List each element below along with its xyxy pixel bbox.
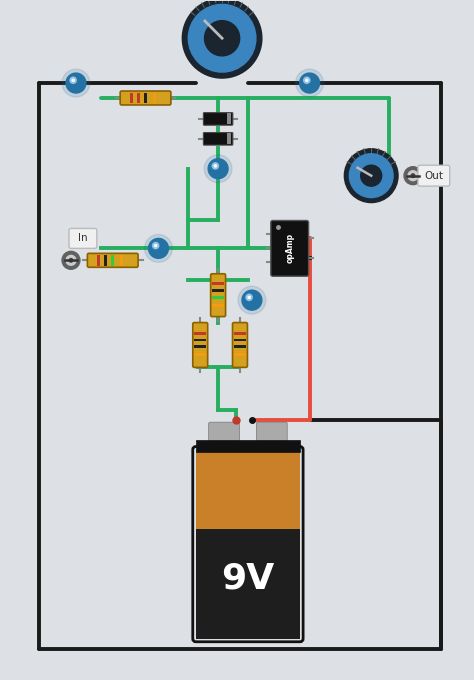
Text: opAmp: opAmp [285, 233, 294, 263]
Circle shape [62, 252, 80, 269]
Circle shape [155, 244, 157, 247]
Bar [194, 332, 206, 335]
Circle shape [306, 79, 308, 82]
Circle shape [148, 239, 168, 258]
Circle shape [304, 77, 310, 84]
Circle shape [182, 0, 262, 78]
Bar [234, 332, 246, 335]
Circle shape [296, 69, 323, 97]
Bar [144, 92, 147, 103]
Circle shape [212, 163, 219, 169]
Circle shape [408, 171, 418, 181]
Bar [212, 282, 224, 285]
Bar [196, 529, 300, 639]
Circle shape [72, 79, 74, 82]
Bar [130, 92, 133, 103]
Text: 9V: 9V [221, 561, 274, 595]
Bar [234, 345, 246, 348]
Bar [234, 354, 246, 356]
Circle shape [66, 73, 86, 93]
Circle shape [345, 149, 398, 203]
Circle shape [411, 174, 415, 177]
Bar [194, 339, 206, 341]
FancyBboxPatch shape [209, 422, 239, 443]
Bar [212, 296, 224, 299]
FancyBboxPatch shape [203, 133, 233, 145]
FancyBboxPatch shape [271, 220, 309, 276]
Circle shape [69, 258, 73, 262]
Circle shape [62, 69, 90, 97]
FancyBboxPatch shape [69, 228, 97, 248]
Circle shape [188, 4, 256, 72]
FancyBboxPatch shape [210, 274, 226, 317]
Text: In: In [78, 233, 88, 243]
Bar [212, 304, 224, 307]
Circle shape [153, 242, 159, 249]
Circle shape [300, 73, 319, 93]
Circle shape [208, 158, 228, 179]
Bar [137, 92, 140, 103]
Bar [227, 114, 231, 124]
Bar [196, 439, 300, 452]
FancyBboxPatch shape [193, 322, 208, 367]
Circle shape [246, 294, 252, 301]
Bar [120, 255, 123, 266]
Circle shape [404, 167, 422, 185]
Circle shape [248, 296, 250, 299]
Bar [104, 255, 107, 266]
Bar [196, 449, 300, 529]
Bar [227, 133, 231, 144]
FancyBboxPatch shape [87, 254, 138, 267]
Circle shape [361, 165, 382, 186]
Circle shape [145, 235, 173, 262]
FancyBboxPatch shape [120, 91, 171, 105]
Circle shape [204, 20, 240, 56]
Circle shape [238, 286, 266, 314]
FancyBboxPatch shape [203, 113, 233, 125]
FancyBboxPatch shape [418, 165, 450, 186]
Bar [194, 354, 206, 356]
Circle shape [66, 256, 76, 265]
FancyBboxPatch shape [256, 422, 287, 443]
Circle shape [70, 77, 76, 84]
Bar [97, 255, 100, 266]
Circle shape [214, 165, 217, 167]
Bar [212, 289, 224, 292]
Text: Out: Out [424, 171, 443, 181]
Circle shape [204, 155, 232, 183]
Bar [153, 92, 156, 103]
FancyBboxPatch shape [233, 322, 247, 367]
Bar [111, 255, 114, 266]
Circle shape [242, 290, 262, 310]
Bar [194, 345, 206, 348]
Bar [234, 339, 246, 341]
Circle shape [349, 154, 393, 198]
